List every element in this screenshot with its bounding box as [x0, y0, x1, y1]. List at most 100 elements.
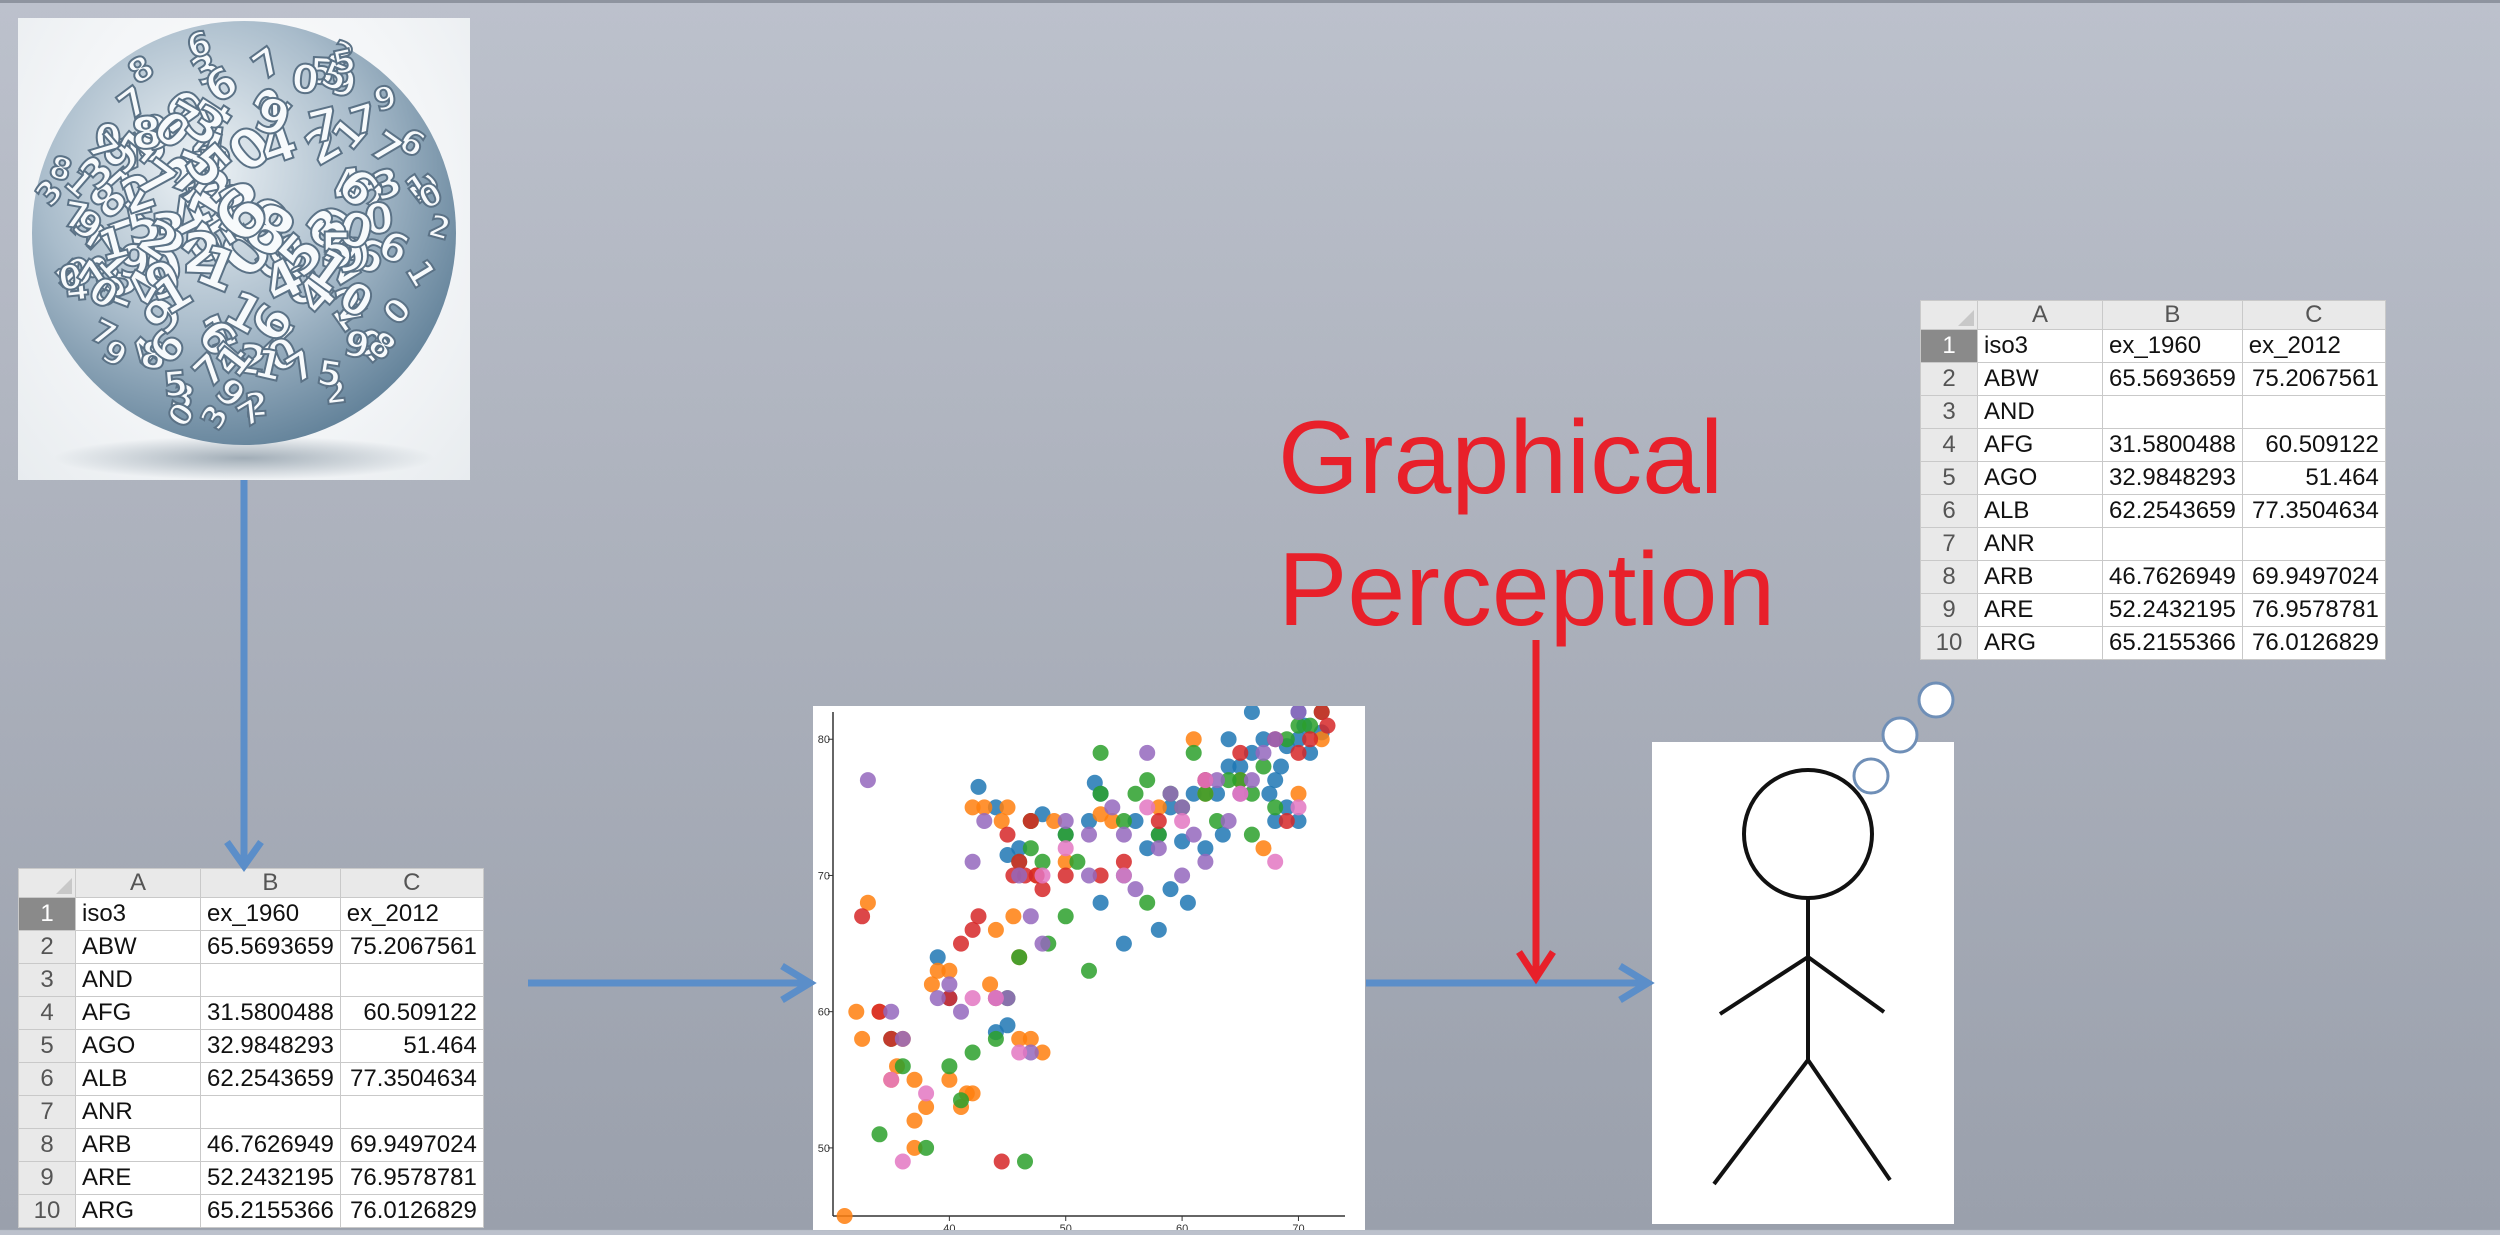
y-tick-label: 70: [818, 870, 830, 882]
cell[interactable]: 32.9848293: [2102, 461, 2243, 495]
scatter-point: [1092, 744, 1109, 761]
cell[interactable]: 31.5800488: [200, 996, 341, 1030]
row-number[interactable]: 1: [1920, 329, 1978, 363]
cell[interactable]: 77.3504634: [339, 1062, 484, 1096]
row-number[interactable]: 7: [18, 1095, 76, 1129]
cell[interactable]: 52.2432195: [2102, 593, 2243, 627]
row-number[interactable]: 8: [18, 1128, 76, 1162]
scatter-point: [1034, 853, 1051, 870]
scatter-point: [1005, 908, 1022, 925]
row-number[interactable]: 9: [18, 1161, 76, 1195]
cell[interactable]: 76.0126829: [2241, 626, 2386, 660]
cell[interactable]: AFG: [1977, 428, 2103, 462]
scatter-point: [1011, 1030, 1028, 1047]
cell[interactable]: AFG: [75, 996, 201, 1030]
row-number[interactable]: 10: [18, 1194, 76, 1228]
scatter-point: [1267, 813, 1284, 829]
cell[interactable]: [339, 963, 484, 997]
scatter-point: [999, 1017, 1016, 1034]
table-row: 7 ANR: [18, 1095, 484, 1129]
cell[interactable]: iso3: [1977, 329, 2103, 363]
cell[interactable]: ARG: [75, 1194, 201, 1228]
cell[interactable]: 32.9848293: [200, 1029, 341, 1063]
cell[interactable]: [2241, 395, 2386, 429]
cell[interactable]: 51.464: [2241, 461, 2386, 495]
cell[interactable]: 65.5693659: [2102, 362, 2243, 396]
row-number[interactable]: 2: [1920, 362, 1978, 396]
scatter-point: [970, 778, 987, 795]
scatter-point: [859, 894, 876, 911]
cell[interactable]: 46.7626949: [2102, 560, 2243, 594]
column-header[interactable]: A: [1977, 300, 2103, 330]
cell[interactable]: 75.2067561: [2241, 362, 2386, 396]
scatter-point: [999, 847, 1016, 863]
column-header[interactable]: C: [2241, 300, 2386, 330]
select-all-corner[interactable]: [1920, 300, 1978, 330]
scatter-point: [964, 853, 981, 870]
cell[interactable]: 69.9497024: [2241, 560, 2386, 594]
cell[interactable]: 60.509122: [339, 996, 484, 1030]
scatter-point: [1290, 744, 1307, 761]
cell[interactable]: 65.5693659: [200, 930, 341, 964]
cell[interactable]: 65.2155366: [2102, 626, 2243, 660]
row-number[interactable]: 7: [1920, 527, 1978, 561]
scatter-point: [1139, 744, 1156, 761]
column-header[interactable]: B: [2102, 300, 2243, 330]
row-number[interactable]: 1: [18, 897, 76, 931]
row-number[interactable]: 9: [1920, 593, 1978, 627]
cell[interactable]: ARB: [1977, 560, 2103, 594]
scatter-point: [1174, 867, 1191, 884]
scatter-point: [918, 1099, 935, 1115]
scatter-point: [1011, 949, 1028, 966]
cell[interactable]: ALB: [1977, 494, 2103, 528]
table-row: 10 ARG 65.2155366 76.0126829: [18, 1194, 484, 1228]
cell[interactable]: 62.2543659: [2102, 494, 2243, 528]
scatter-point: [1057, 840, 1074, 857]
row-number[interactable]: 4: [1920, 428, 1978, 462]
scatter-point: [906, 1112, 923, 1129]
scatter-point: [1209, 772, 1225, 789]
scatter-point: [871, 1126, 888, 1143]
cell[interactable]: 76.0126829: [339, 1194, 484, 1228]
cell[interactable]: [200, 1095, 341, 1129]
row-number[interactable]: 5: [18, 1029, 76, 1063]
column-header[interactable]: C: [339, 868, 484, 898]
cell[interactable]: AGO: [75, 1029, 201, 1063]
scatter-point: [1092, 785, 1109, 802]
row-number[interactable]: 6: [1920, 494, 1978, 528]
scatter-point: [1185, 785, 1202, 802]
graphical-perception-title: Graphical Perception: [1278, 392, 1775, 656]
cell[interactable]: 62.2543659: [200, 1062, 341, 1096]
row-number[interactable]: 5: [1920, 461, 1978, 495]
cell[interactable]: AND: [1977, 395, 2103, 429]
cell[interactable]: 75.2067561: [339, 930, 484, 964]
select-all-corner[interactable]: [18, 868, 76, 898]
scatter-point: [1022, 908, 1039, 925]
cell[interactable]: ex_1960: [2102, 329, 2243, 363]
column-header[interactable]: B: [200, 868, 341, 898]
cell[interactable]: AGO: [1977, 461, 2103, 495]
row-number[interactable]: 3: [1920, 395, 1978, 429]
cell[interactable]: 65.2155366: [200, 1194, 341, 1228]
cell[interactable]: ANR: [75, 1095, 201, 1129]
scatter-point: [1011, 853, 1028, 870]
column-header[interactable]: A: [75, 868, 201, 898]
scatter-point: [1057, 853, 1074, 870]
cell[interactable]: AND: [75, 963, 201, 997]
cell[interactable]: ARE: [75, 1161, 201, 1195]
cell[interactable]: 51.464: [339, 1029, 484, 1063]
cell[interactable]: 76.9578781: [2241, 593, 2386, 627]
cell[interactable]: ALB: [75, 1062, 201, 1096]
row-number[interactable]: 8: [1920, 560, 1978, 594]
cell[interactable]: 60.509122: [2241, 428, 2386, 462]
row-number[interactable]: 4: [18, 996, 76, 1030]
cell[interactable]: ARG: [1977, 626, 2103, 660]
scatter-point: [1057, 867, 1074, 884]
row-number[interactable]: 6: [18, 1062, 76, 1096]
cell[interactable]: 77.3504634: [2241, 494, 2386, 528]
cell[interactable]: iso3: [75, 897, 201, 931]
scatter-point: [1290, 785, 1307, 802]
cell[interactable]: ABW: [1977, 362, 2103, 396]
cell[interactable]: 46.7626949: [200, 1128, 341, 1162]
scatter-point: [1011, 840, 1028, 857]
